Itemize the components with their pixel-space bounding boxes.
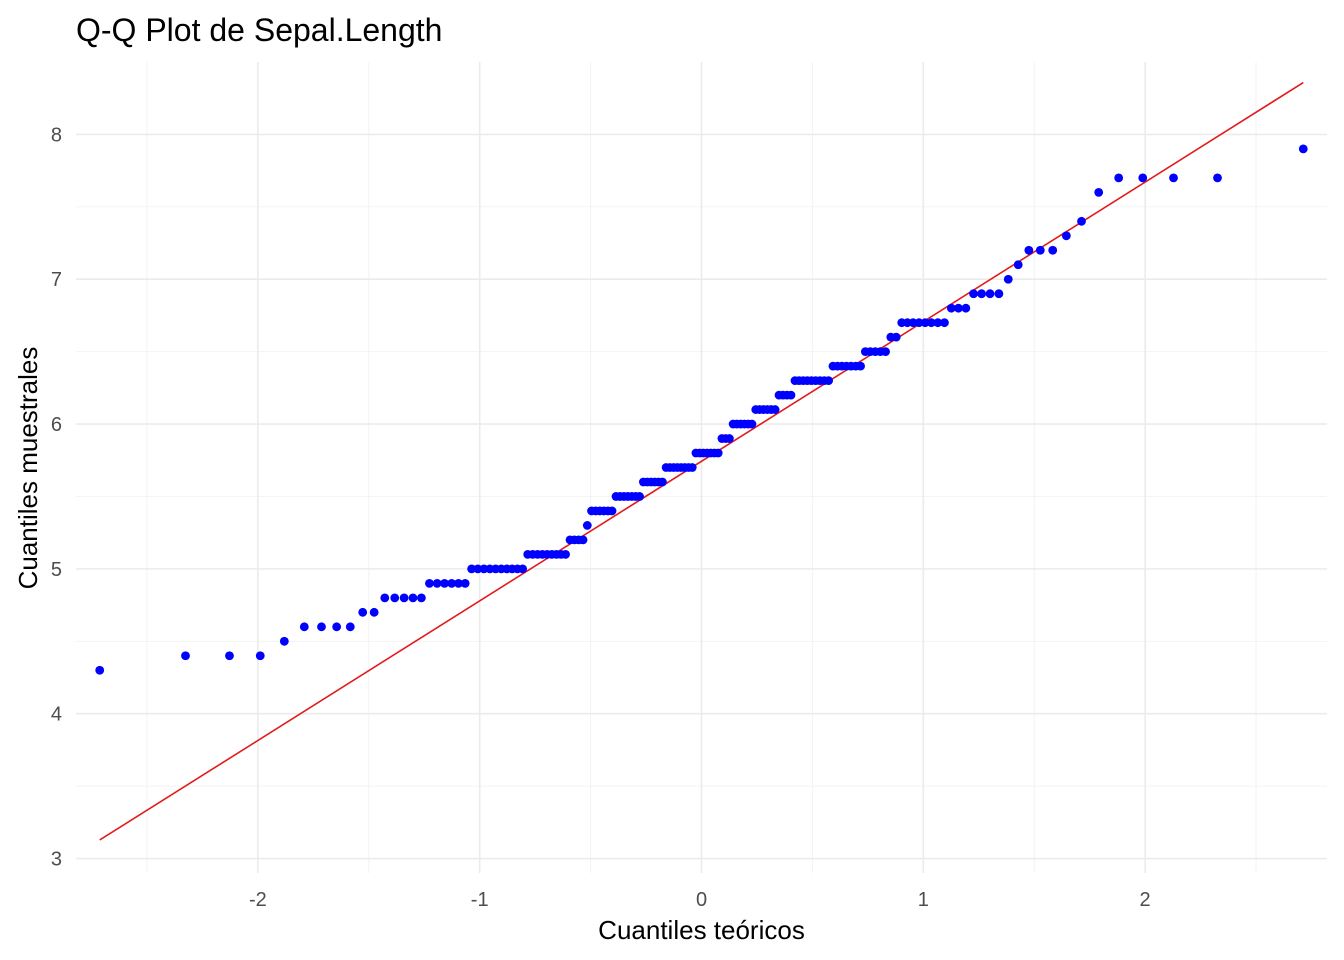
x-axis-title: Cuantiles teóricos	[598, 915, 805, 945]
data-point	[657, 477, 667, 487]
x-tick-label: -2	[249, 889, 267, 911]
data-point	[607, 506, 617, 516]
data-point	[1003, 274, 1013, 284]
data-point	[447, 578, 457, 588]
data-point	[454, 578, 463, 588]
data-point	[95, 665, 105, 675]
y-tick-label: 4	[51, 704, 62, 726]
data-point	[518, 564, 528, 574]
data-point	[358, 607, 368, 617]
data-point	[408, 593, 418, 603]
data-point	[1094, 187, 1104, 197]
data-point	[969, 289, 978, 299]
data-point	[255, 651, 265, 661]
data-point	[891, 332, 901, 342]
data-point	[724, 434, 734, 443]
data-point	[856, 361, 865, 371]
y-tick-label: 3	[51, 849, 62, 871]
data-point	[1061, 231, 1071, 241]
data-point	[1077, 216, 1086, 226]
data-point	[824, 376, 833, 386]
data-point	[933, 318, 943, 328]
y-tick-label: 5	[51, 559, 62, 581]
data-point	[926, 318, 936, 328]
data-point	[417, 593, 426, 603]
data-point	[961, 303, 971, 313]
data-point	[561, 549, 570, 559]
y-tick-label: 6	[51, 414, 62, 436]
data-point	[369, 607, 379, 617]
y-tick-label: 7	[51, 269, 62, 291]
data-point	[1213, 173, 1222, 183]
data-point	[1298, 144, 1308, 154]
data-point	[881, 347, 890, 357]
points-group	[95, 144, 1308, 675]
data-point	[1114, 173, 1124, 183]
data-point	[467, 564, 477, 574]
data-point	[345, 622, 355, 632]
data-point	[1169, 173, 1178, 183]
data-point	[1048, 245, 1058, 255]
y-axis-ticks: 3 4 5 6 7 8	[51, 124, 62, 870]
data-point	[440, 578, 449, 588]
data-point	[687, 463, 697, 472]
data-point	[1035, 245, 1045, 255]
data-point	[946, 303, 956, 313]
data-point	[332, 622, 342, 632]
data-point	[786, 390, 796, 400]
y-tick-label: 8	[51, 124, 62, 146]
data-point	[578, 535, 588, 545]
data-point	[425, 578, 434, 588]
x-tick-label: 1	[918, 889, 929, 911]
data-point	[713, 448, 723, 458]
data-point	[770, 405, 780, 414]
data-point	[635, 492, 644, 501]
data-point	[994, 289, 1004, 299]
data-point	[985, 289, 995, 299]
x-tick-label: 0	[696, 889, 707, 911]
data-point	[977, 289, 986, 299]
data-point	[432, 578, 442, 588]
data-point	[317, 622, 326, 632]
data-point	[1138, 173, 1148, 183]
x-axis-ticks: -2 -1 0 1 2	[249, 889, 1151, 911]
data-point	[582, 521, 592, 530]
data-point	[1024, 245, 1034, 255]
data-point	[299, 622, 309, 632]
data-point	[473, 564, 483, 574]
data-point	[390, 593, 400, 603]
x-tick-label: 2	[1140, 889, 1151, 911]
data-point	[914, 318, 924, 328]
data-point	[954, 303, 963, 313]
x-tick-label: -1	[471, 889, 489, 911]
qq-reference-line	[99, 81, 1304, 841]
data-point	[920, 318, 930, 328]
data-point	[225, 651, 234, 661]
grid	[76, 62, 1327, 873]
data-point	[1013, 260, 1023, 270]
y-axis-title: Cuantiles muestrales	[13, 347, 43, 590]
data-point	[747, 419, 757, 429]
chart-title: Q-Q Plot de Sepal.Length	[76, 12, 442, 48]
data-point	[460, 578, 470, 588]
data-point	[940, 318, 949, 328]
data-point	[399, 593, 409, 603]
data-point	[181, 651, 190, 661]
data-point	[380, 593, 390, 603]
data-point	[279, 636, 289, 646]
reference-line-group	[99, 81, 1304, 841]
